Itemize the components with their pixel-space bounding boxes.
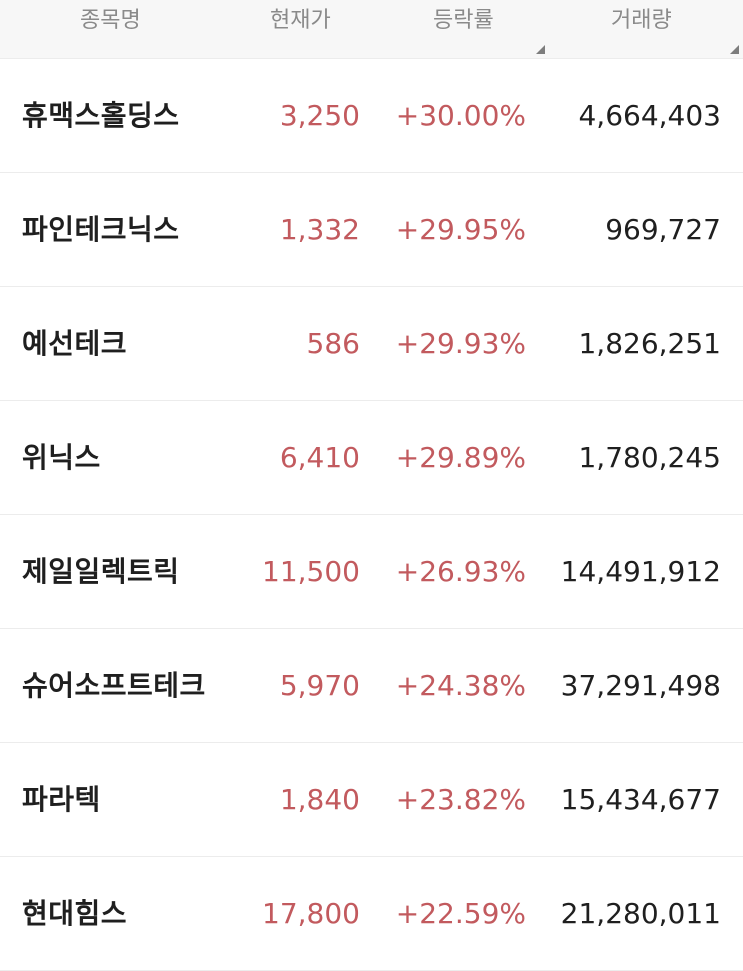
stock-name[interactable]: 슈어소프트테크	[22, 668, 206, 702]
current-price: 1,332	[279, 213, 360, 246]
current-price: 17,800	[262, 897, 360, 930]
column-header-volume[interactable]: 거래량	[611, 8, 672, 33]
stock-name[interactable]: 위닉스	[22, 440, 101, 474]
stock-name[interactable]: 현대힘스	[22, 896, 128, 930]
table-header: 종목명 현재가 등락률 거래량	[0, 0, 743, 59]
table-row[interactable]: 현대힘스 17,800 +22.59% 21,280,011	[0, 857, 743, 971]
current-price: 3,250	[279, 99, 360, 132]
table-row[interactable]: 파인테크닉스 1,332 +29.95% 969,727	[0, 173, 743, 287]
column-header-change[interactable]: 등락률	[433, 8, 494, 33]
column-header-name[interactable]: 종목명	[80, 8, 141, 33]
table-row[interactable]: 위닉스 6,410 +29.89% 1,780,245	[0, 401, 743, 515]
trading-volume: 37,291,498	[560, 669, 721, 702]
stock-name[interactable]: 예선테크	[22, 326, 128, 360]
table-row[interactable]: 파라텍 1,840 +23.82% 15,434,677	[0, 743, 743, 857]
trading-volume: 969,727	[605, 213, 721, 246]
trading-volume: 15,434,677	[560, 783, 721, 816]
trading-volume: 14,491,912	[560, 555, 721, 588]
trading-volume: 21,280,011	[560, 897, 721, 930]
current-price: 1,840	[279, 783, 360, 816]
change-rate: +26.93%	[395, 555, 526, 588]
column-header-price[interactable]: 현재가	[270, 8, 331, 33]
table-row[interactable]: 휴맥스홀딩스 3,250 +30.00% 4,664,403	[0, 59, 743, 173]
change-rate: +22.59%	[395, 897, 526, 930]
current-price: 5,970	[279, 669, 360, 702]
stock-name[interactable]: 파라텍	[22, 782, 101, 816]
sort-indicator-icon[interactable]	[730, 45, 739, 54]
change-rate: +23.82%	[395, 783, 526, 816]
current-price: 11,500	[262, 555, 360, 588]
table-row[interactable]: 제일일렉트릭 11,500 +26.93% 14,491,912	[0, 515, 743, 629]
current-price: 586	[306, 327, 360, 360]
table-row[interactable]: 슈어소프트테크 5,970 +24.38% 37,291,498	[0, 629, 743, 743]
trading-volume: 1,780,245	[578, 441, 721, 474]
change-rate: +30.00%	[395, 99, 526, 132]
sort-indicator-icon[interactable]	[536, 45, 545, 54]
stock-name[interactable]: 휴맥스홀딩스	[22, 98, 180, 132]
trading-volume: 1,826,251	[578, 327, 721, 360]
change-rate: +29.89%	[395, 441, 526, 474]
change-rate: +29.95%	[395, 213, 526, 246]
table-row[interactable]: 예선테크 586 +29.93% 1,826,251	[0, 287, 743, 401]
current-price: 6,410	[279, 441, 360, 474]
trading-volume: 4,664,403	[578, 99, 721, 132]
change-rate: +24.38%	[395, 669, 526, 702]
stock-name[interactable]: 파인테크닉스	[22, 212, 180, 246]
stock-name[interactable]: 제일일렉트릭	[22, 554, 180, 588]
change-rate: +29.93%	[395, 327, 526, 360]
